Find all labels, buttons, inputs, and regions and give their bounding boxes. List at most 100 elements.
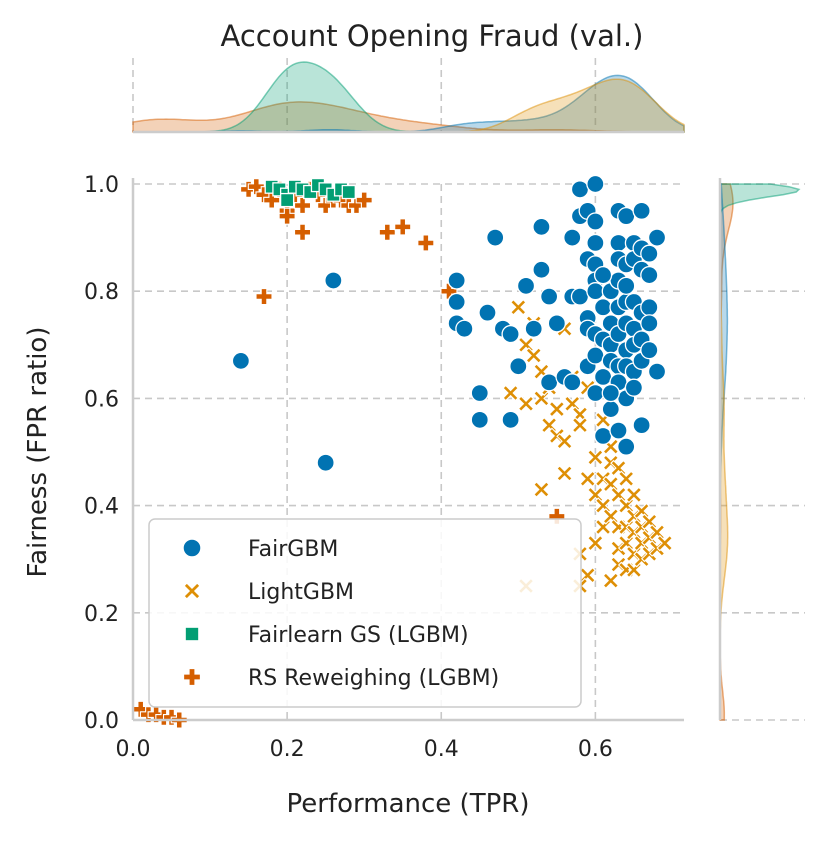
data-point-rs-reweighing-lgbm	[263, 191, 281, 209]
data-point-fairgbm	[486, 228, 505, 247]
data-point-fairgbm	[501, 410, 520, 429]
legend-label: LightGBM	[248, 580, 354, 605]
legend-label: Fairlearn GS (LGBM)	[248, 623, 469, 648]
right-density-square	[719, 183, 801, 720]
data-point-fairgbm	[324, 271, 343, 290]
data-point-lightgbm	[587, 449, 604, 466]
y-tick-label: 0.4	[84, 495, 119, 520]
data-point-lightgbm	[602, 572, 620, 589]
data-point-lightgbm	[571, 416, 589, 434]
data-point-fairgbm	[532, 260, 551, 279]
data-point-fairgbm	[316, 453, 335, 472]
data-point-fairgbm	[516, 276, 536, 295]
data-point-fairgbm	[593, 367, 613, 387]
data-point-lightgbm	[656, 534, 674, 552]
data-point-rs-reweighing-lgbm	[417, 234, 435, 252]
data-point-fairlearn-gs-lgbm	[279, 192, 295, 208]
data-point-fairgbm	[539, 373, 559, 392]
data-point-fairgbm	[586, 346, 605, 365]
data-point-fairgbm	[601, 399, 620, 419]
data-point-lightgbm	[617, 470, 635, 488]
chart-title: Account Opening Fraud (val.)	[221, 19, 644, 53]
data-point-fairgbm	[647, 228, 667, 247]
data-point-fairgbm	[563, 373, 582, 392]
data-point-fairgbm	[501, 324, 520, 344]
data-point-fairgbm	[586, 212, 605, 231]
y-tick-label: 0.8	[84, 280, 119, 305]
data-point-fairgbm	[570, 180, 590, 199]
data-point-fairgbm	[601, 383, 620, 403]
right-marginal-plot	[718, 178, 805, 721]
data-point-fairgbm	[617, 437, 636, 456]
y-tick-label: 0.2	[84, 602, 119, 627]
data-point-fairgbm	[593, 298, 613, 317]
data-point-fairgbm	[524, 319, 543, 338]
data-point-rs-reweighing-lgbm	[278, 207, 296, 225]
data-point-fairgbm	[609, 233, 628, 253]
data-point-fairgbm	[632, 201, 651, 220]
data-point-lightgbm	[556, 465, 573, 482]
data-points	[132, 174, 674, 729]
data-point-fairgbm	[586, 282, 605, 301]
data-point-fairgbm	[586, 233, 605, 253]
legend-marker-x	[183, 582, 201, 600]
data-point-lightgbm	[525, 347, 543, 364]
data-point-fairgbm	[617, 207, 636, 226]
x-tick-label: 0.4	[424, 737, 459, 762]
data-point-fairgbm	[231, 351, 251, 371]
data-point-fairgbm	[547, 314, 566, 333]
data-point-fairgbm	[640, 314, 659, 333]
data-point-lightgbm	[579, 470, 596, 488]
data-point-fairlearn-gs-lgbm	[341, 184, 356, 200]
y-tick-label: 1.0	[84, 173, 119, 198]
legend-label: RS Reweighing (LGBM)	[248, 666, 499, 691]
data-point-fairgbm	[447, 271, 466, 290]
data-point-fairgbm	[617, 276, 636, 295]
axes-spines	[131, 178, 684, 722]
tick-labels: 0.0 0.2 0.4 0.6 0.0 0.2 0.4 0.6 0.8 1.0	[84, 173, 613, 762]
data-point-fairgbm	[640, 341, 659, 360]
top-marginal-plot	[132, 58, 685, 134]
data-point-fairgbm	[470, 383, 489, 403]
data-point-fairgbm	[593, 265, 613, 285]
x-tick-label: 0.6	[578, 737, 613, 762]
y-tick-label: 0.0	[84, 709, 119, 734]
data-point-fairgbm	[586, 383, 605, 403]
data-point-fairgbm	[470, 410, 489, 429]
legend-marker-plus	[183, 668, 201, 686]
data-point-lightgbm	[517, 395, 535, 413]
data-point-fairgbm	[632, 416, 651, 435]
data-point-lightgbm	[533, 481, 550, 498]
legend-frame	[148, 518, 582, 708]
data-point-lightgbm	[510, 299, 527, 316]
legend-marker-square	[184, 626, 200, 642]
data-point-rs-reweighing-lgbm	[355, 191, 373, 209]
data-point-fairgbm	[532, 217, 551, 237]
data-point-fairgbm	[593, 426, 613, 446]
data-point-lightgbm	[556, 433, 573, 450]
data-point-fairgbm	[563, 228, 582, 247]
data-point-fairgbm	[509, 357, 528, 376]
data-point-rs-reweighing-lgbm	[394, 218, 412, 236]
data-point-fairgbm	[447, 292, 466, 312]
data-point-fairgbm	[586, 174, 605, 194]
data-point-fairgbm	[640, 244, 659, 263]
x-tick-label: 0.0	[116, 737, 151, 762]
data-point-rs-reweighing-lgbm	[378, 223, 396, 241]
data-point-fairgbm	[640, 298, 659, 317]
legend-label: FairGBM	[248, 537, 338, 562]
x-axis-label: Performance (TPR)	[287, 789, 530, 819]
data-point-rs-reweighing-lgbm	[255, 288, 273, 306]
data-point-fairgbm	[570, 287, 590, 306]
y-tick-label: 0.6	[84, 387, 119, 412]
data-point-fairgbm	[647, 362, 667, 381]
top-density-plus	[132, 101, 684, 133]
legend: FairGBM LightGBM Fairlearn GS (LGBM) RS Rew…	[148, 518, 582, 708]
x-tick-label: 0.2	[270, 737, 305, 762]
data-point-fairgbm	[478, 303, 497, 322]
data-point-fairgbm	[539, 287, 559, 306]
data-point-lightgbm	[587, 534, 604, 552]
data-point-fairgbm	[624, 378, 644, 397]
data-point-rs-reweighing-lgbm	[293, 196, 312, 214]
